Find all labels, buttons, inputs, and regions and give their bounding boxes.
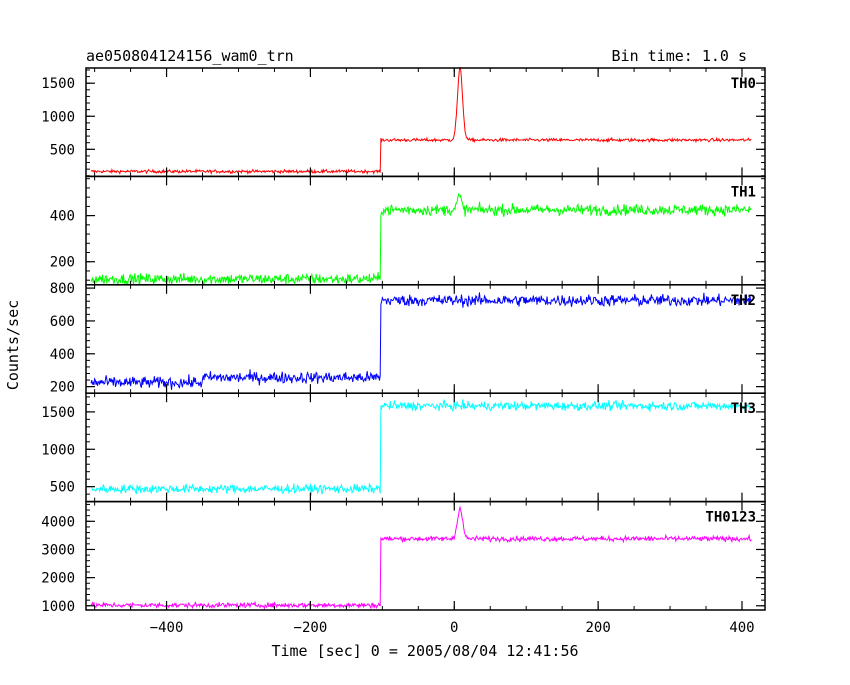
panel-th0123: 1000 2000 3000 4000 TH0123	[41, 500, 766, 615]
x-tick-label: −200	[294, 620, 328, 636]
series-line-th1	[90, 193, 752, 287]
panel-frame	[85, 67, 766, 178]
panel-frame	[85, 392, 766, 503]
x-tick-label: 200	[585, 620, 610, 636]
panel-th2: 200 400 600 800 TH2	[50, 281, 766, 396]
panel-th1: 200 400 TH1	[50, 175, 766, 287]
panel-th3: 500 1000 1500 TH3	[41, 392, 766, 503]
y-tick-label: 800	[50, 281, 75, 297]
x-tick-label: 400	[729, 620, 754, 636]
panel-label: TH3	[731, 401, 756, 417]
panel-label: TH2	[731, 293, 756, 309]
y-tick-label: 1000	[41, 442, 75, 458]
x-axis-label: Time [sec] 0 = 2005/08/04 12:41:56	[271, 642, 578, 660]
chart-title: ae050804124156_wam0_trn	[86, 47, 294, 65]
series-line-th0	[90, 66, 752, 176]
y-tick-label: 200	[50, 255, 75, 271]
y-tick-label: 200	[50, 380, 75, 396]
y-tick-label: 1000	[41, 599, 75, 615]
panel-label: TH0	[731, 76, 756, 92]
panel-label: TH1	[731, 184, 756, 200]
y-tick-label: 1000	[41, 109, 75, 125]
y-tick-label: 500	[50, 142, 75, 158]
y-axis-label: Counts/sec	[4, 300, 22, 390]
y-tick-label: 1500	[41, 405, 75, 421]
panel-label: TH0123	[705, 510, 756, 526]
y-tick-label: 500	[50, 480, 75, 496]
y-tick-label: 400	[50, 209, 75, 225]
y-tick-label: 3000	[41, 542, 75, 558]
x-tick-label: −400	[150, 620, 184, 636]
y-tick-label: 2000	[41, 571, 75, 587]
series-line-th3	[90, 399, 752, 496]
y-tick-label: 600	[50, 314, 75, 330]
series-line-th0123	[90, 505, 752, 611]
bin-time-label: Bin time: 1.0 s	[612, 47, 747, 65]
y-tick-label: 1500	[41, 76, 75, 92]
y-tick-label: 400	[50, 347, 75, 363]
y-tick-label: 4000	[41, 514, 75, 530]
panel-th0: 500 1000 1500 TH0	[41, 66, 766, 178]
series-line-th2	[90, 292, 752, 390]
x-tick-label: 0	[450, 620, 458, 636]
panel-frame	[85, 175, 766, 286]
panel-frame	[85, 500, 766, 611]
panels-group: 500 1000 1500 TH0 200 400 TH1 200 400 600 800 TH2 50…	[41, 66, 766, 636]
